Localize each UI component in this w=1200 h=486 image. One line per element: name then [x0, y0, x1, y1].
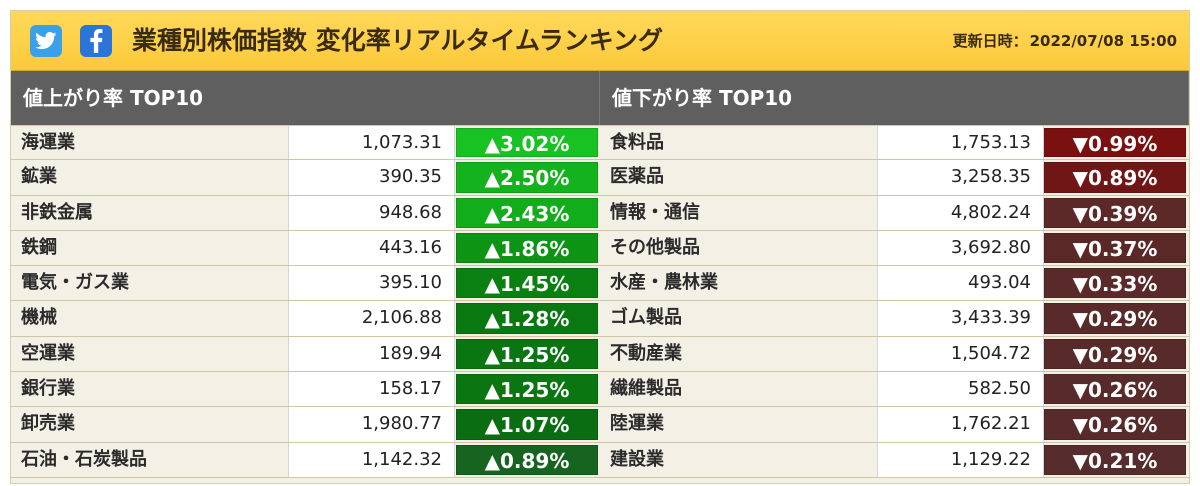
sector-name: その他製品 [610, 236, 700, 258]
index-value: 1,980.77 [288, 407, 455, 442]
change-badge: ▲2.50% [456, 162, 598, 193]
change-badge: ▼0.33% [1044, 268, 1186, 299]
sector-name: 情報・通信 [610, 201, 700, 223]
facebook-share-button[interactable] [80, 25, 112, 57]
sector-name: 陸運業 [610, 413, 664, 435]
twitter-share-button[interactable] [30, 25, 62, 57]
sector-name: 卸売業 [21, 413, 75, 435]
change-badge: ▲1.25% [456, 338, 598, 370]
change-badge: ▲1.86% [456, 232, 598, 264]
change-badge: ▲1.25% [456, 374, 598, 405]
index-value: 948.68 [288, 195, 455, 230]
sector-name: 空運業 [21, 342, 75, 364]
widget-header: 業種別株価指数 変化率リアルタイムランキング 更新日時： 2022/07/08 1… [11, 11, 1189, 71]
change-badge: ▼0.89% [1044, 162, 1186, 193]
sector-name: 非鉄金属 [21, 201, 93, 223]
sector-name: 水産・農林業 [610, 272, 718, 294]
table-row[interactable]: 空運業 189.94 ▲1.25% [11, 336, 600, 373]
losers-title: 値下がり率 TOP10 [600, 71, 1189, 125]
index-value: 1,762.21 [877, 407, 1044, 442]
table-row[interactable]: ゴム製品 3,433.39 ▼0.29% [600, 301, 1189, 337]
change-badge: ▼0.26% [1044, 409, 1186, 440]
twitter-icon [35, 32, 57, 50]
table-row[interactable]: 鉱業 390.35 ▲2.50% [11, 160, 600, 196]
index-value: 395.10 [288, 266, 455, 301]
updated-label: 更新日時： [952, 32, 1028, 50]
index-value: 158.17 [288, 372, 455, 407]
sector-name: 食料品 [610, 132, 664, 153]
sector-name: 石油・石炭製品 [21, 448, 147, 470]
change-badge: ▲0.89% [456, 444, 598, 475]
index-value: 1,753.13 [877, 126, 1044, 160]
index-value: 189.94 [288, 336, 455, 372]
gainers-panel: 値上がり率 TOP10 海運業 1,073.31 ▲3.02% 鉱業 390.3… [11, 71, 600, 478]
index-value: 443.16 [288, 230, 455, 266]
change-badge: ▲1.28% [456, 303, 598, 334]
table-row[interactable]: 情報・通信 4,802.24 ▼0.39% [600, 195, 1189, 231]
sector-name: 鉱業 [21, 166, 57, 188]
index-value: 3,433.39 [877, 301, 1044, 336]
change-badge: ▼0.99% [1044, 128, 1186, 158]
gainers-title: 値上がり率 TOP10 [11, 71, 600, 125]
table-row[interactable]: 医薬品 3,258.35 ▼0.89% [600, 160, 1189, 196]
gainers-list: 海運業 1,073.31 ▲3.02% 鉱業 390.35 ▲2.50% 非鉄金… [11, 125, 600, 478]
index-value: 4,802.24 [877, 195, 1044, 230]
table-row[interactable]: 卸売業 1,980.77 ▲1.07% [11, 407, 600, 443]
losers-panel: 値下がり率 TOP10 食料品 1,753.13 ▼0.99% 医薬品 3,25… [600, 71, 1189, 478]
table-row[interactable]: 陸運業 1,762.21 ▼0.26% [600, 407, 1189, 443]
index-value: 1,129.22 [877, 442, 1044, 477]
table-row[interactable]: 水産・農林業 493.04 ▼0.33% [600, 266, 1189, 302]
table-row[interactable]: 石油・石炭製品 1,142.32 ▲0.89% [11, 442, 600, 478]
update-timestamp: 更新日時： 2022/07/08 15:00 [953, 11, 1177, 71]
change-badge: ▼0.29% [1044, 338, 1186, 370]
table-row[interactable]: 繊維製品 582.50 ▼0.26% [600, 372, 1189, 408]
sector-name: 医薬品 [610, 166, 664, 188]
table-row[interactable]: 不動産業 1,504.72 ▼0.29% [600, 336, 1189, 373]
index-value: 1,073.31 [288, 126, 455, 160]
change-badge: ▲2.43% [456, 197, 598, 228]
table-row[interactable]: 食料品 1,753.13 ▼0.99% [600, 125, 1189, 161]
sector-name: 海運業 [21, 132, 75, 153]
sector-name: 繊維製品 [610, 378, 682, 400]
table-row[interactable]: その他製品 3,692.80 ▼0.37% [600, 230, 1189, 267]
index-value: 3,258.35 [877, 160, 1044, 195]
sector-name: ゴム製品 [610, 307, 682, 329]
sector-name: 銀行業 [21, 378, 75, 400]
index-value: 2,106.88 [288, 301, 455, 336]
index-value: 3,692.80 [877, 230, 1044, 266]
change-badge: ▲1.45% [456, 268, 598, 299]
index-value: 1,504.72 [877, 336, 1044, 372]
facebook-icon [90, 29, 103, 53]
table-row[interactable]: 非鉄金属 948.68 ▲2.43% [11, 195, 600, 231]
sector-name: 建設業 [610, 448, 664, 470]
sector-name: 電気・ガス業 [21, 272, 129, 294]
index-value: 493.04 [877, 266, 1044, 301]
table-row[interactable]: 銀行業 158.17 ▲1.25% [11, 372, 600, 408]
change-badge: ▼0.37% [1044, 232, 1186, 264]
table-row[interactable]: 鉄鋼 443.16 ▲1.86% [11, 230, 600, 267]
table-row[interactable]: 電気・ガス業 395.10 ▲1.45% [11, 266, 600, 302]
page-title: 業種別株価指数 変化率リアルタイムランキング [132, 26, 663, 55]
change-badge: ▼0.29% [1044, 303, 1186, 334]
ranking-widget: 業種別株価指数 変化率リアルタイムランキング 更新日時： 2022/07/08 1… [10, 10, 1190, 484]
change-badge: ▼0.21% [1044, 444, 1186, 475]
index-value: 1,142.32 [288, 442, 455, 477]
change-badge: ▼0.39% [1044, 197, 1186, 228]
change-badge: ▲1.07% [456, 409, 598, 440]
change-badge: ▲3.02% [456, 128, 598, 158]
sector-name: 不動産業 [610, 342, 682, 364]
table-row[interactable]: 海運業 1,073.31 ▲3.02% [11, 125, 600, 161]
sector-name: 鉄鋼 [21, 236, 57, 258]
index-value: 390.35 [288, 160, 455, 195]
table-row[interactable]: 機械 2,106.88 ▲1.28% [11, 301, 600, 337]
change-badge: ▼0.26% [1044, 374, 1186, 405]
losers-list: 食料品 1,753.13 ▼0.99% 医薬品 3,258.35 ▼0.89% … [600, 125, 1189, 478]
index-value: 582.50 [877, 372, 1044, 407]
updated-value: 2022/07/08 15:00 [1029, 32, 1177, 50]
table-row[interactable]: 建設業 1,129.22 ▼0.21% [600, 442, 1189, 478]
sector-name: 機械 [21, 307, 57, 329]
